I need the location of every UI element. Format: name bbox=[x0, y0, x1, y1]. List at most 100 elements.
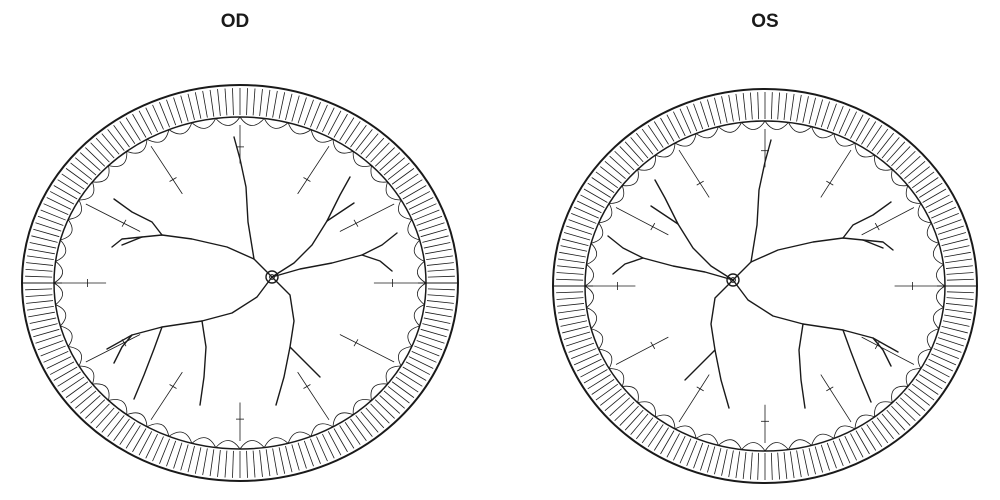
os-band-tick bbox=[673, 111, 686, 137]
od-band-tick bbox=[427, 294, 455, 298]
od-band-tick bbox=[265, 89, 271, 117]
od-band-tick bbox=[159, 438, 170, 464]
os-band-tick bbox=[591, 177, 615, 193]
od-band-tick bbox=[427, 275, 455, 278]
od-band-tick bbox=[310, 102, 321, 128]
od-vessel bbox=[199, 320, 207, 406]
os-band-tick bbox=[557, 265, 585, 269]
os-band-tick bbox=[844, 435, 857, 461]
os-band-tick bbox=[919, 374, 943, 390]
od-band-tick bbox=[402, 185, 427, 200]
od-scallop bbox=[407, 219, 420, 241]
od-band-tick bbox=[187, 93, 195, 121]
os-scallop bbox=[936, 285, 946, 308]
os-band-tick bbox=[945, 258, 973, 264]
od-band-tick bbox=[355, 415, 373, 437]
os-band-tick bbox=[899, 155, 921, 175]
os-band-tick bbox=[941, 326, 968, 334]
od-band-tick bbox=[166, 99, 177, 126]
od-scallop bbox=[92, 383, 110, 401]
od-band-tick bbox=[65, 168, 89, 185]
os-band-tick bbox=[895, 150, 916, 171]
os-band-tick bbox=[922, 369, 947, 384]
od-clock-spoke bbox=[339, 334, 395, 363]
od-band-tick bbox=[350, 125, 367, 148]
os-scallop bbox=[609, 368, 625, 387]
os-band-tick bbox=[641, 420, 659, 444]
os-band-tick bbox=[789, 93, 795, 121]
os-scallop bbox=[917, 203, 932, 224]
os-band-tick bbox=[942, 320, 970, 327]
od-scallop bbox=[126, 139, 148, 154]
os-band-tick bbox=[935, 219, 962, 230]
os-band-tick bbox=[871, 420, 889, 444]
os-vessel bbox=[607, 235, 734, 281]
od-band-tick bbox=[383, 157, 405, 176]
os-band-tick bbox=[560, 320, 588, 327]
od-band-tick bbox=[427, 288, 455, 291]
od-band-tick bbox=[85, 147, 106, 167]
od-band-tick bbox=[26, 262, 54, 266]
od-band-tick bbox=[75, 157, 97, 176]
od-band-tick bbox=[173, 97, 183, 124]
od-band-tick bbox=[217, 450, 221, 477]
os-band-tick bbox=[742, 93, 747, 120]
os-band-tick bbox=[855, 117, 870, 142]
os-band-tick bbox=[838, 438, 851, 464]
od-band-tick bbox=[40, 345, 66, 357]
od-band-tick bbox=[395, 173, 419, 190]
od-band-tick bbox=[350, 418, 367, 441]
os-band-tick bbox=[571, 348, 597, 360]
od-band-tick bbox=[297, 442, 307, 469]
od-band-tick bbox=[414, 345, 440, 357]
od-clock-spoke bbox=[297, 371, 330, 421]
od-scallop bbox=[78, 181, 95, 201]
od-band-tick bbox=[411, 203, 437, 216]
od-band-tick bbox=[399, 371, 423, 387]
os-band-tick bbox=[770, 452, 773, 480]
od-scallop bbox=[168, 122, 193, 135]
od-scallop bbox=[168, 431, 193, 444]
od-band-tick bbox=[113, 125, 130, 148]
os-scallop bbox=[586, 307, 597, 329]
od-band-tick bbox=[316, 104, 328, 130]
os-band-tick bbox=[666, 114, 680, 139]
os-scallop bbox=[926, 328, 939, 350]
os-band-tick bbox=[814, 99, 823, 126]
od-band-tick bbox=[119, 121, 136, 144]
os-band-tick bbox=[928, 200, 954, 214]
od-band-tick bbox=[420, 328, 447, 338]
od-scallop bbox=[407, 325, 420, 347]
od-band-tick bbox=[25, 288, 53, 291]
od-band-tick bbox=[224, 450, 228, 478]
od-scallop bbox=[191, 118, 217, 129]
od-band-tick bbox=[379, 152, 401, 171]
od-inner-ring bbox=[53, 116, 427, 450]
os-band-tick bbox=[861, 427, 877, 451]
od-scallop bbox=[417, 261, 427, 284]
os-scallop bbox=[764, 120, 789, 130]
os-band-tick bbox=[653, 427, 669, 451]
os-scallop bbox=[811, 126, 835, 139]
od-band-tick bbox=[57, 371, 81, 387]
od-band-tick bbox=[28, 311, 55, 318]
od-band-tick bbox=[46, 356, 72, 369]
os-band-tick bbox=[912, 383, 935, 401]
os-scallop bbox=[655, 414, 676, 429]
os-band-tick bbox=[568, 219, 595, 230]
os-band-tick bbox=[881, 413, 900, 435]
od-clock-spoke bbox=[85, 334, 141, 363]
od-band-tick bbox=[53, 366, 78, 381]
od-band-tick bbox=[333, 113, 348, 138]
od-band-tick bbox=[408, 197, 434, 210]
od-band-tick bbox=[27, 255, 54, 261]
od-band-tick bbox=[259, 89, 263, 116]
od-spoke-tick bbox=[303, 177, 311, 182]
od-scallop bbox=[310, 423, 334, 437]
od-band-tick bbox=[370, 142, 390, 163]
od-scallop bbox=[146, 423, 170, 437]
os-band-tick bbox=[568, 342, 595, 353]
os-scallop bbox=[936, 264, 946, 287]
od-band-tick bbox=[387, 386, 410, 404]
os-band-tick bbox=[556, 278, 584, 281]
